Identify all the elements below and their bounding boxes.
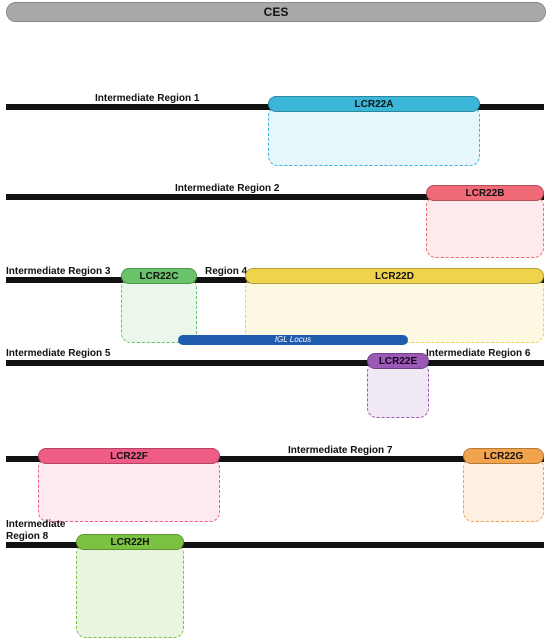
lcr22e-box [367, 362, 429, 418]
lcr22c-pill: LCR22C [121, 268, 197, 284]
lcr22f-box [38, 458, 220, 522]
intermediate-region-5-title: Intermediate Region 5 [6, 348, 111, 359]
lcr22f-label: LCR22F [110, 451, 148, 462]
lcr22b-label: LCR22B [465, 188, 505, 199]
igl-locus-label: IGL Locus [274, 335, 312, 344]
intermediate-region-1-title: Intermediate Region 1 [95, 93, 200, 104]
intermediate-region-6-title: Intermediate Region 6 [426, 348, 531, 359]
intermediate-region-2-title: Intermediate Region 2 [175, 183, 280, 194]
chromosome-track-row-7 [6, 456, 544, 462]
intermediate-region-8-title-line1: Intermediate [6, 519, 66, 530]
lcr22g-label: LCR22G [483, 451, 524, 462]
lcr22f-pill: LCR22F [38, 448, 220, 464]
lcr22h-pill: LCR22H [76, 534, 184, 550]
lcr22b-box [426, 196, 544, 258]
igl-locus-bar: IGL Locus [178, 335, 408, 345]
lcr22g-box [463, 458, 544, 522]
intermediate-region-8-title-line2: Region 8 [6, 531, 49, 542]
lcr22a-box [268, 106, 480, 166]
lcr22b-pill: LCR22B [426, 185, 544, 201]
lcr22e-pill: LCR22E [367, 353, 429, 369]
ces-label: CES [263, 5, 289, 19]
lcr22e-label: LCR22E [378, 356, 418, 367]
lcr22h-label: LCR22H [110, 537, 150, 548]
region-4-title: Region 4 [205, 266, 248, 277]
lcr22a-label: LCR22A [354, 99, 394, 110]
chromosome-track-row-8 [6, 542, 544, 548]
chromosome-track-row-5 [6, 360, 544, 366]
intermediate-region-7-title: Intermediate Region 7 [288, 445, 393, 456]
lcr22c-label: LCR22C [139, 271, 179, 282]
lcr22h-box [76, 544, 184, 638]
lcr22g-pill: LCR22G [463, 448, 544, 464]
chromosome-track-row-2 [6, 194, 544, 200]
lcr22d-label: LCR22D [375, 271, 414, 282]
intermediate-region-3-title: Intermediate Region 3 [6, 266, 111, 277]
lcr22a-pill: LCR22A [268, 96, 480, 112]
lcr22d-pill: LCR22D [245, 268, 544, 284]
ces-bar: CES [6, 2, 546, 22]
